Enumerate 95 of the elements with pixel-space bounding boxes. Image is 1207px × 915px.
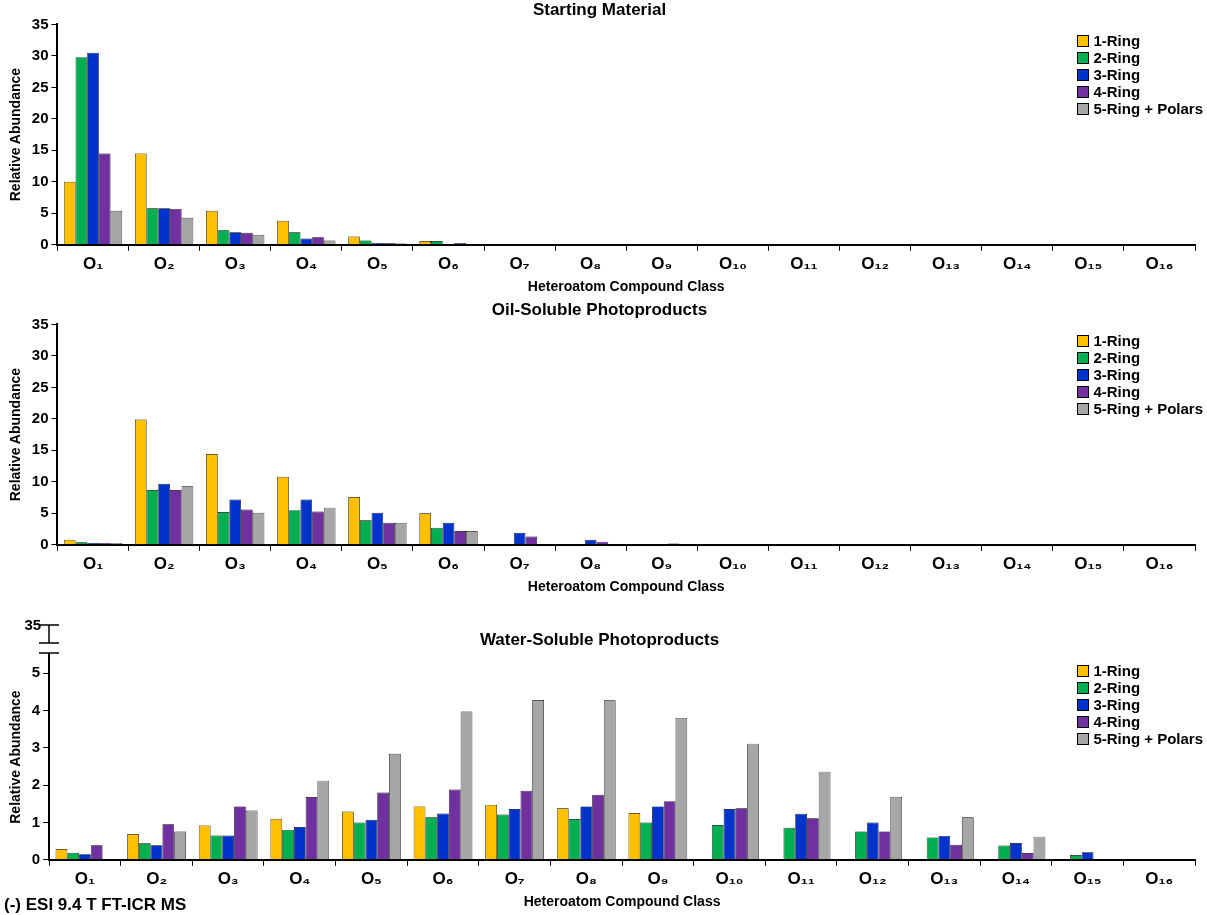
- x-tick-label: O₂: [153, 553, 175, 573]
- x-tick-label: O₁₁: [787, 868, 815, 888]
- y-tick-label: 1: [31, 812, 41, 830]
- x-axis-title: Heteroatom Compound Class: [523, 893, 721, 910]
- x-tick-label: O₃: [224, 553, 246, 573]
- legend-label: 3-Ring: [1093, 66, 1141, 84]
- x-tick-label: O₇: [509, 253, 530, 273]
- x-tick-label: O₆: [438, 253, 459, 273]
- x-tick-label: O₁₂: [858, 868, 887, 888]
- x-tick-label: O₃: [224, 253, 246, 273]
- text: (-) ESI 9.4 T FT-ICR MS: [4, 895, 187, 915]
- x-tick-label: O₁₀: [718, 553, 747, 573]
- x-tick-label: O₇: [509, 553, 530, 573]
- legend-label: 3-Ring: [1093, 366, 1141, 384]
- y-tick-label: 10: [31, 171, 49, 189]
- chart-title: Starting Material: [532, 0, 667, 19]
- x-tick-label: O₁₁: [790, 553, 818, 573]
- x-tick-label: O₁₅: [1074, 253, 1103, 273]
- x-tick-label: O₁₃: [932, 253, 961, 273]
- y-tick-label: 4: [31, 700, 41, 718]
- y-tick-label: 0: [40, 234, 49, 252]
- legend-label: 1-Ring: [1093, 32, 1141, 50]
- y-axis-title: Relative Abundance: [7, 367, 24, 502]
- legend-label: 1-Ring: [1093, 332, 1141, 350]
- x-tick-label: O₁₆: [1145, 868, 1174, 888]
- x-axis-title: Heteroatom Compound Class: [527, 278, 725, 295]
- x-tick-label: O₁₃: [932, 553, 961, 573]
- x-tick-label: O₉: [651, 253, 673, 273]
- y-axis-title: Relative Abundance: [7, 690, 24, 824]
- x-tick-label: O₂: [153, 253, 175, 273]
- x-tick-label: O₈: [580, 553, 602, 573]
- y-tick-label: 5: [40, 503, 49, 521]
- x-axis-title: Heteroatom Compound Class: [527, 578, 725, 595]
- x-tick-label: O₁₃: [930, 868, 959, 888]
- x-tick-label: O₃: [217, 868, 239, 888]
- legend-label: 2-Ring: [1093, 679, 1141, 697]
- y-tick-label: 20: [31, 109, 49, 126]
- x-tick-label: O₁₄: [1003, 253, 1032, 273]
- y-axis-title: Relative Abundance: [7, 67, 24, 202]
- x-tick-label: O₈: [580, 253, 602, 273]
- x-tick-label: O₁: [74, 868, 96, 888]
- y-tick-label: 5: [31, 663, 41, 681]
- x-tick-label: O₁₄: [1003, 553, 1032, 573]
- x-tick-label: O₄: [289, 868, 311, 888]
- legend-label: 1-Ring: [1093, 662, 1141, 680]
- legend-label: 4-Ring: [1093, 83, 1141, 101]
- x-tick-label: O₁₀: [718, 253, 747, 273]
- x-tick-label: O₆: [432, 868, 454, 888]
- chart-title: Oil-Soluble Photoproducts: [491, 299, 708, 319]
- x-tick-label: O₂: [146, 868, 167, 888]
- y-tick-label: 2: [31, 775, 41, 793]
- x-tick-label: O₉: [647, 868, 669, 888]
- y-tick-label: 20: [31, 409, 49, 426]
- x-tick-label: O₁₂: [861, 553, 889, 573]
- x-tick-label: O₄: [295, 553, 317, 573]
- x-tick-label: O₁₆: [1145, 253, 1174, 273]
- x-tick-label: O₁₀: [715, 868, 744, 888]
- x-tick-label: O₁₄: [1001, 868, 1031, 888]
- x-tick-label: O₁₅: [1074, 553, 1103, 573]
- x-tick-label: O₁₂: [861, 253, 889, 273]
- x-tick-label: O₄: [295, 253, 317, 273]
- y-tick-label: 25: [31, 77, 49, 95]
- legend-label: 2-Ring: [1093, 349, 1141, 367]
- x-tick-label: O₁₁: [790, 253, 818, 273]
- x-tick-label: O₇: [504, 868, 525, 888]
- legend-label: 5-Ring + Polars: [1093, 100, 1203, 118]
- y-tick-label: 15: [31, 140, 49, 158]
- x-tick-label: O₅: [366, 553, 388, 573]
- y-tick-label: 30: [31, 346, 49, 364]
- y-tick-label: 25: [31, 377, 49, 395]
- legend-label: 3-Ring: [1093, 696, 1141, 714]
- y-tick-label: 35: [31, 314, 49, 332]
- legend-label: 5-Ring + Polars: [1093, 400, 1203, 418]
- x-tick-label: O₉: [651, 553, 673, 573]
- x-tick-label: O₅: [366, 253, 388, 273]
- y-tick-label: 5: [40, 203, 49, 221]
- legend-label: 5-Ring + Polars: [1093, 730, 1203, 748]
- legend-label: 2-Ring: [1093, 49, 1141, 67]
- legend-label: 4-Ring: [1093, 383, 1141, 401]
- x-tick-label: O₁: [82, 253, 104, 273]
- y-tick-label: 35: [31, 14, 49, 32]
- y-tick-label: 0: [40, 534, 49, 552]
- chart-title: Water-Soluble Photoproducts: [479, 629, 720, 649]
- y-tick-label: 3: [31, 737, 41, 755]
- x-tick-label: O₆: [438, 553, 459, 573]
- x-tick-label: O₁₅: [1073, 868, 1102, 888]
- y-tick-label: 15: [31, 440, 49, 458]
- y-tick-label: 10: [31, 471, 49, 489]
- x-tick-label: O₁: [82, 553, 104, 573]
- y-tick-label: 30: [31, 46, 49, 64]
- y-tick-label: 0: [31, 849, 41, 867]
- x-tick-label: O₈: [575, 868, 597, 888]
- legend-label: 4-Ring: [1093, 713, 1141, 731]
- x-tick-label: O₁₆: [1145, 553, 1174, 573]
- x-tick-label: O₅: [360, 868, 382, 888]
